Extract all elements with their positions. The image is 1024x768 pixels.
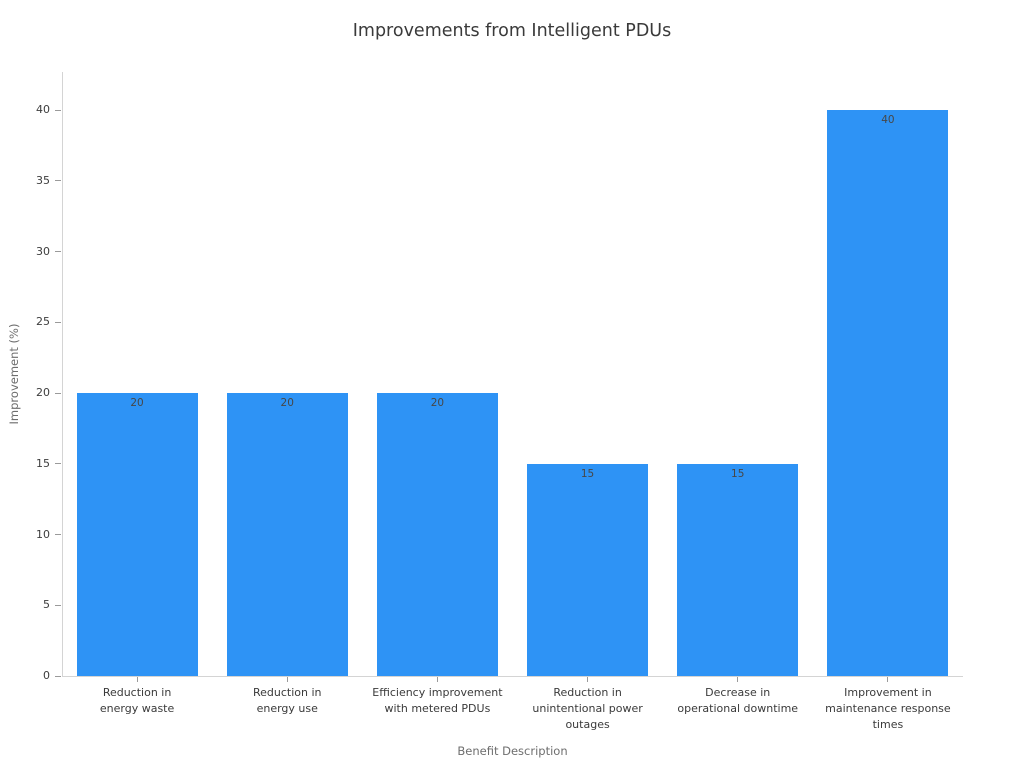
bar xyxy=(76,393,198,676)
x-category-label: Reduction in energy waste xyxy=(99,686,175,715)
y-tick-mark xyxy=(55,604,61,606)
bar-value-label: 15 xyxy=(580,467,595,480)
x-tick-mark xyxy=(587,677,589,682)
x-category-label: Decrease in operational downtime xyxy=(677,686,799,715)
y-tick-mark xyxy=(55,180,61,182)
x-axis-title: Benefit Description xyxy=(457,744,568,758)
y-tick-mark xyxy=(55,251,61,253)
bar xyxy=(527,463,649,676)
bar xyxy=(226,393,348,676)
x-tick-mark xyxy=(136,677,138,682)
x-tick-mark xyxy=(737,677,739,682)
x-axis-spine xyxy=(62,676,963,677)
bar-value-label: 20 xyxy=(280,397,294,410)
x-category-label: Efficiency improvement with metered PDUs xyxy=(372,686,503,715)
x-tick-mark xyxy=(286,677,288,682)
y-tick-mark xyxy=(55,675,61,677)
bar-value-label: 40 xyxy=(881,114,895,127)
y-tick-label: 30 xyxy=(36,244,50,258)
y-tick-mark xyxy=(55,463,61,465)
y-axis-title: Improvement (%) xyxy=(7,323,21,425)
bar-value-label: 20 xyxy=(430,397,445,410)
y-tick-mark xyxy=(55,109,61,111)
chart-title: Improvements from Intelligent PDUs xyxy=(352,21,672,41)
x-tick-mark xyxy=(887,677,889,682)
x-category-label: Improvement in maintenance response time… xyxy=(825,686,951,731)
bar xyxy=(677,463,799,676)
bar-value-label: 15 xyxy=(731,467,745,480)
y-tick-label: 20 xyxy=(36,386,50,400)
y-tick-label: 35 xyxy=(36,173,50,187)
y-tick-mark xyxy=(55,321,61,323)
y-tick-mark xyxy=(55,392,61,394)
bar xyxy=(376,393,498,676)
y-tick-mark xyxy=(55,534,61,536)
y-tick-label: 0 xyxy=(43,669,50,682)
bar-value-label: 20 xyxy=(130,397,144,410)
y-tick-label: 10 xyxy=(36,527,50,541)
x-tick-mark xyxy=(436,677,438,682)
y-tick-label: 5 xyxy=(43,598,50,612)
x-category-label: Reduction in unintentional power outages xyxy=(532,686,643,731)
y-axis-spine xyxy=(62,72,63,676)
y-tick-label: 40 xyxy=(36,103,50,117)
y-tick-label: 15 xyxy=(36,456,50,470)
x-category-label: Reduction in energy use xyxy=(252,686,322,715)
y-tick-label: 25 xyxy=(36,315,50,329)
bar xyxy=(827,110,949,676)
